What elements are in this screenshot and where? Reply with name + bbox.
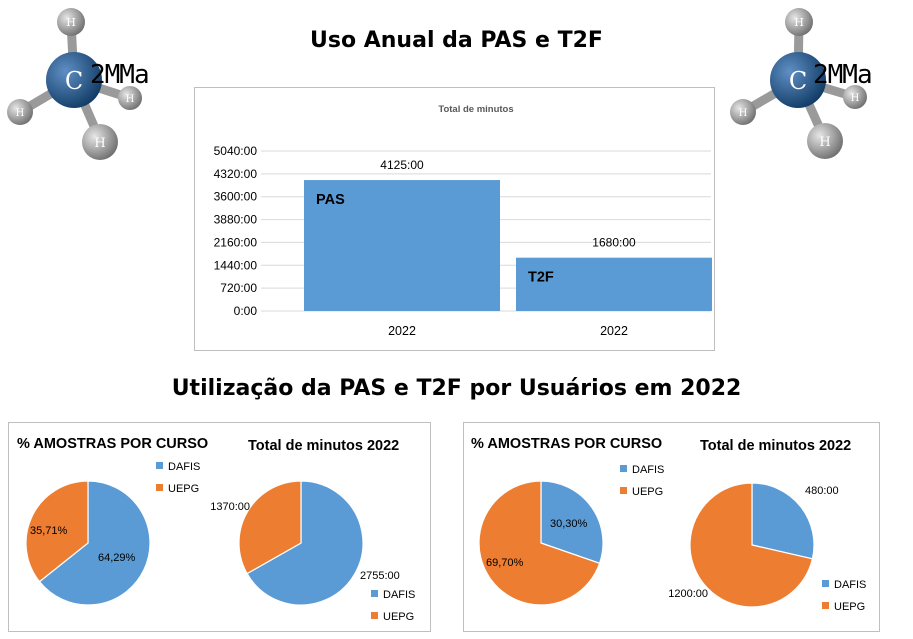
legend-label: UEPG [632, 486, 663, 498]
bar-chart: Total de minutos 5040:00 4320:00 3600:00 388… [214, 104, 712, 338]
pie-data-label: 35,71% [30, 525, 68, 537]
legend-label: DAFIS [632, 464, 664, 476]
legend-swatch [822, 580, 829, 587]
logo-h-label: H [126, 94, 135, 105]
legend-swatch [620, 487, 627, 494]
pie-data-label: 1370:00 [210, 501, 250, 513]
x-tick-label: 2022 [600, 324, 628, 338]
legend-swatch [822, 602, 829, 609]
logo-text: 2MMa [813, 60, 872, 90]
legend-swatch [156, 484, 163, 491]
pie-title: Total de minutos 2022 [700, 438, 851, 454]
data-label: 4125:00 [380, 158, 424, 172]
bar [516, 257, 712, 311]
pie-data-label: 30,30% [550, 518, 588, 530]
logo-text: 2MMa [90, 60, 149, 90]
pie-data-label: 2755:00 [360, 570, 400, 582]
legend-swatch [620, 465, 627, 472]
logo-right: H H H H C 2MMa [730, 8, 873, 159]
data-label: 1680:00 [592, 236, 636, 250]
y-tick-label: 720:00 [220, 281, 257, 295]
bar-inner-label: PAS [316, 192, 345, 208]
legend-label: UEPG [834, 601, 865, 613]
pie-title: % AMOSTRAS POR CURSO [17, 436, 208, 452]
legend-label: DAFIS [383, 589, 415, 601]
logo-left: H H H H C 2MMa [7, 8, 150, 160]
y-tick-label: 4320:00 [214, 167, 258, 181]
pie-title: % AMOSTRAS POR CURSO [471, 436, 662, 452]
pie-slice [25, 480, 89, 583]
pie-slice [689, 482, 814, 608]
legend-label: UEPG [383, 611, 414, 623]
main-title: Uso Anual da PAS e T2F [310, 28, 603, 53]
pie-data-label: 1200:00 [668, 588, 708, 600]
legend-swatch [371, 612, 378, 619]
pie-slice [238, 480, 302, 575]
pie-slice [246, 480, 364, 606]
pie-slice [38, 480, 151, 606]
bar-inner-label: T2F [528, 270, 554, 286]
legend-swatch [371, 590, 378, 597]
logo-h-label: H [794, 16, 804, 29]
y-tick-label: 1440:00 [214, 258, 258, 272]
legend-label: DAFIS [168, 461, 200, 473]
pie-title: Total de minutos 2022 [248, 438, 399, 454]
pie-data-label: 64,29% [98, 552, 136, 564]
y-tick-label: 0:00 [234, 304, 258, 318]
pie-data-label: 480:00 [805, 485, 839, 497]
logo-h-label: H [739, 108, 748, 119]
pie-slice [478, 480, 601, 606]
logo-h-label: H [66, 16, 76, 29]
legend-label: UEPG [168, 483, 199, 495]
y-tick-label: 3880:00 [214, 213, 258, 227]
pie-slice [540, 480, 604, 565]
logo-c-label: C [65, 67, 83, 95]
logo-h-label: H [819, 135, 830, 150]
y-tick-label: 5040:00 [214, 144, 258, 158]
pie-slice [751, 482, 815, 560]
logo-h-label: H [94, 136, 105, 151]
bar-chart-title: Total de minutos [438, 104, 513, 115]
section-title: Utilização da PAS e T2F por Usuários em … [171, 376, 742, 401]
pie-data-label: 69,70% [486, 557, 524, 569]
logo-h-label: H [851, 93, 860, 104]
logo-h-label: H [16, 108, 25, 119]
legend-swatch [156, 462, 163, 469]
logo-c-label: C [789, 67, 807, 95]
x-tick-label: 2022 [388, 324, 416, 338]
y-tick-label: 2160:00 [214, 235, 258, 249]
bar [304, 180, 500, 311]
y-tick-label: 3600:00 [214, 190, 258, 204]
legend-label: DAFIS [834, 579, 866, 591]
